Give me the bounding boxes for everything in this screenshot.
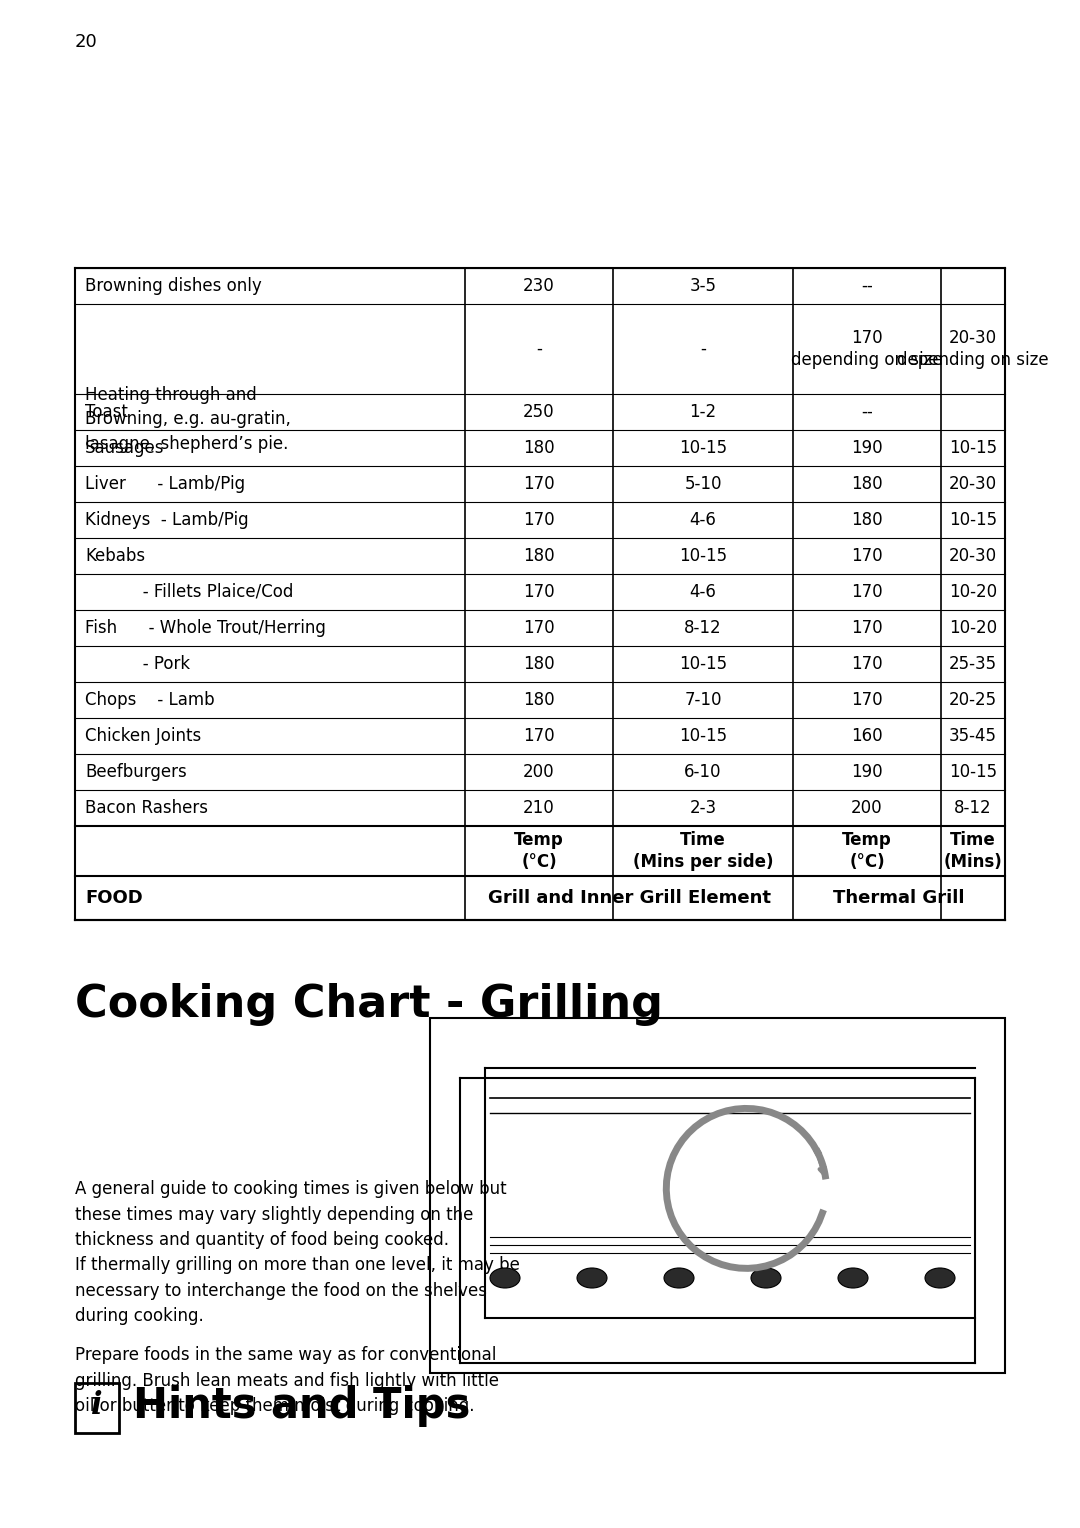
Text: Temp
(°C): Temp (°C) [842,831,892,871]
Text: 250: 250 [523,403,555,422]
Text: 35-45: 35-45 [949,727,997,746]
Text: 20-30: 20-30 [949,547,997,565]
Text: Browning dishes only: Browning dishes only [85,277,261,295]
Text: Time
(Mins per side): Time (Mins per side) [633,831,773,871]
Text: 7-10: 7-10 [685,691,721,709]
Ellipse shape [838,1268,868,1288]
Text: Beefburgers: Beefburgers [85,762,187,781]
Text: Temp
(°C): Temp (°C) [514,831,564,871]
Text: Fish      - Whole Trout/Herring: Fish - Whole Trout/Herring [85,619,326,637]
Text: Time
(Mins): Time (Mins) [944,831,1002,871]
Text: 20: 20 [75,34,98,50]
Text: 10-20: 10-20 [949,619,997,637]
Text: Prepare foods in the same way as for conventional
grilling. Brush lean meats and: Prepare foods in the same way as for con… [75,1346,499,1415]
Ellipse shape [490,1268,519,1288]
Text: Toast: Toast [85,403,127,422]
Text: Cooking Chart - Grilling: Cooking Chart - Grilling [75,983,663,1025]
Text: 170: 170 [851,584,882,601]
Text: Chicken Joints: Chicken Joints [85,727,201,746]
Text: 20-25: 20-25 [949,691,997,709]
Text: 180: 180 [851,475,882,494]
Text: 230: 230 [523,277,555,295]
Text: 170: 170 [523,727,555,746]
Text: 10-15: 10-15 [679,547,727,565]
Text: 170: 170 [523,510,555,529]
Text: 10-15: 10-15 [949,762,997,781]
Text: Grill and Inner Grill Element: Grill and Inner Grill Element [487,889,770,908]
Text: 180: 180 [523,691,555,709]
Text: 180: 180 [523,547,555,565]
Text: - Fillets Plaice/Cod: - Fillets Plaice/Cod [85,584,294,601]
Text: 3-5: 3-5 [689,277,716,295]
Text: 180: 180 [851,510,882,529]
Text: Bacon Rashers: Bacon Rashers [85,799,208,817]
Text: -: - [700,341,706,358]
Bar [430,1018,1005,1374]
Text: Kebabs: Kebabs [85,547,145,565]
Bar [75,1383,119,1433]
Text: 170: 170 [523,619,555,637]
Text: - Pork: - Pork [85,656,190,672]
Text: 10-15: 10-15 [949,510,997,529]
Text: 2-3: 2-3 [689,799,716,817]
Text: 190: 190 [851,439,882,457]
Text: 10-15: 10-15 [949,439,997,457]
Text: -: - [536,341,542,358]
Text: 10-20: 10-20 [949,584,997,601]
Text: 6-10: 6-10 [685,762,721,781]
Text: 4-6: 4-6 [689,510,716,529]
Text: 200: 200 [523,762,555,781]
Text: 10-15: 10-15 [679,439,727,457]
Text: Chops    - Lamb: Chops - Lamb [85,691,215,709]
Text: 4-6: 4-6 [689,584,716,601]
Text: 20-30
depending on size: 20-30 depending on size [897,329,1049,370]
Text: If thermally grilling on more than one level, it may be
necessary to interchange: If thermally grilling on more than one l… [75,1256,519,1325]
Text: Liver      - Lamb/Pig: Liver - Lamb/Pig [85,475,245,494]
Text: 210: 210 [523,799,555,817]
Text: A general guide to cooking times is given below but
these times may vary slightl: A general guide to cooking times is give… [75,1180,507,1250]
Text: 170: 170 [851,547,882,565]
Text: i: i [91,1390,103,1421]
Text: 170
depending on size: 170 depending on size [792,329,943,370]
Text: 25-35: 25-35 [949,656,997,672]
Text: --: -- [861,277,873,295]
Text: 170: 170 [851,656,882,672]
Text: 160: 160 [851,727,882,746]
Text: 10-15: 10-15 [679,727,727,746]
Text: Kidneys  - Lamb/Pig: Kidneys - Lamb/Pig [85,510,248,529]
Text: 180: 180 [523,439,555,457]
Ellipse shape [751,1268,781,1288]
Text: 1-2: 1-2 [689,403,716,422]
Text: 8-12: 8-12 [955,799,991,817]
Text: 8-12: 8-12 [685,619,721,637]
Ellipse shape [577,1268,607,1288]
Text: 170: 170 [523,475,555,494]
Text: 170: 170 [851,619,882,637]
Text: --: -- [861,403,873,422]
Text: 5-10: 5-10 [685,475,721,494]
Ellipse shape [924,1268,955,1288]
Text: 190: 190 [851,762,882,781]
Ellipse shape [664,1268,694,1288]
Text: 180: 180 [523,656,555,672]
Text: FOOD: FOOD [85,889,143,908]
Text: 10-15: 10-15 [679,656,727,672]
Text: 170: 170 [523,584,555,601]
Text: Sausages: Sausages [85,439,164,457]
Text: 20-30: 20-30 [949,475,997,494]
Text: 200: 200 [851,799,882,817]
Text: Heating through and
Browning, e.g. au-gratin,
lasagne, shepherd’s pie.: Heating through and Browning, e.g. au-gr… [85,387,291,452]
Text: Thermal Grill: Thermal Grill [834,889,964,908]
Text: Hints and Tips: Hints and Tips [133,1384,471,1427]
Text: 170: 170 [851,691,882,709]
